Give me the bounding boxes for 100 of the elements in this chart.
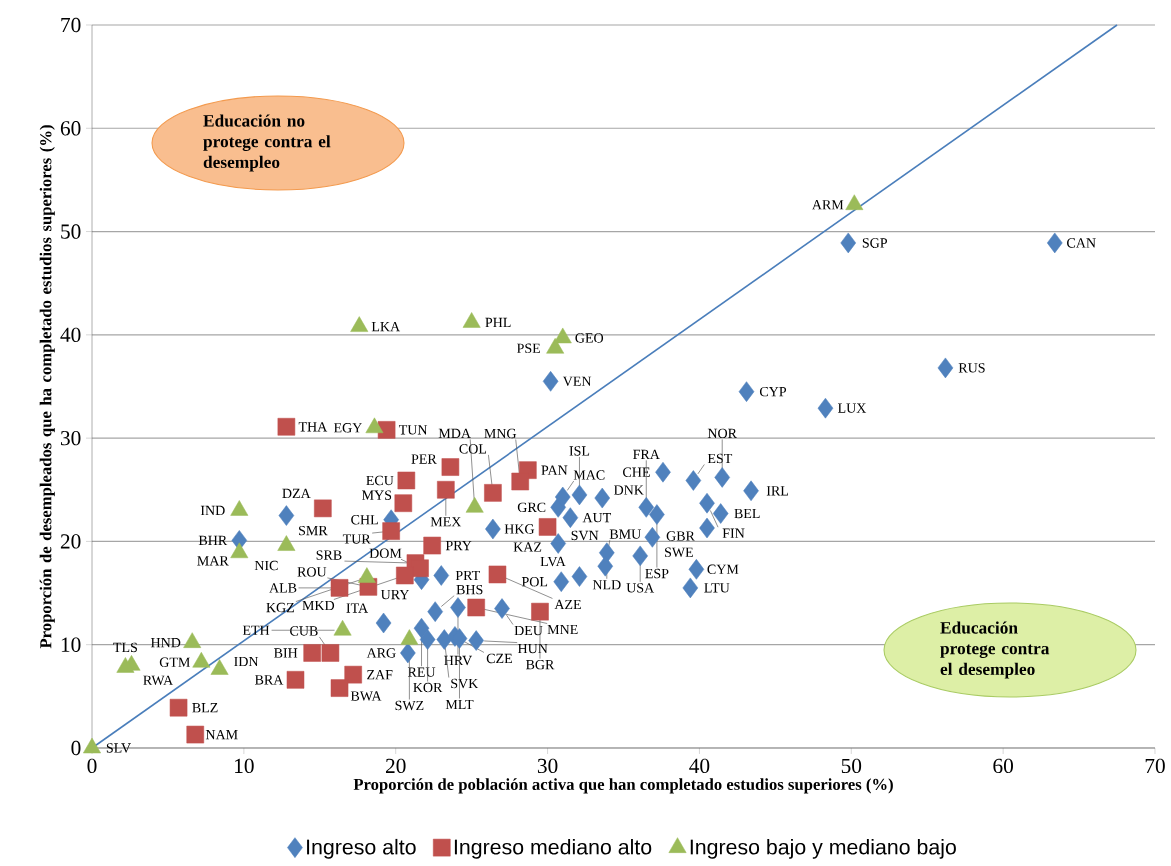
annotation: USA [626,583,655,593]
annotation: EGY [333,423,362,433]
x-axis-title: Proporción de población activa que han completado estudios superiores (%) [353,778,893,794]
annotation: CUB [290,626,318,636]
x-tick-label: 20 [385,758,406,774]
annotation: GEO [575,333,604,343]
annotation: MLT [445,699,474,710]
point [937,357,954,379]
annotation: DNK [613,485,644,495]
annotation: ECU [366,475,394,486]
annotation: BWA [350,691,382,701]
annotation: Educación protege contra el desempleo [940,621,1050,679]
annotation: CAN [1067,238,1096,248]
x-tick-label: 50 [841,758,862,774]
point [375,612,392,634]
annotation: MYS [362,490,392,500]
annotation: ESP [645,568,669,579]
point [488,565,507,584]
annotation: LVA [540,556,566,567]
annotation: PRT [455,570,480,581]
point [699,517,715,539]
annotation: MDA [438,428,471,438]
annotation: HRV [444,655,473,666]
annotation: COL [459,444,487,454]
y-tick-label: 50 [61,224,81,239]
point [632,545,648,567]
point [450,597,466,618]
point [330,579,349,597]
point [840,232,857,254]
point [433,565,450,586]
x-tick-label: 10 [235,758,254,774]
annotation: DEU [514,625,543,636]
annotation: SVK [451,678,479,689]
annotation: RWA [143,675,174,686]
annotation: KAZ [513,542,542,552]
point [400,642,416,664]
x-tick-label: 0 [87,758,97,774]
point [437,481,455,499]
annotation: HKG [504,524,535,534]
annotation: BEL [734,508,760,519]
point [494,598,510,619]
annotation: DOM [369,548,402,558]
point [817,397,834,419]
annotation: AUT [582,512,612,523]
point [594,487,611,509]
annotation: SLV [106,743,131,753]
annotation: NIC [254,560,278,571]
annotation: ARM [812,200,844,210]
point [396,566,414,585]
point [394,494,413,512]
annotation: CHL [351,515,378,525]
annotation: BLZ [192,703,218,713]
annotation: BRA [254,675,284,685]
annotation: ROU [297,567,327,577]
annotation: MEX [430,517,462,527]
annotation: PSE [516,343,541,353]
point [377,421,396,439]
point [485,518,501,540]
point [531,602,549,621]
point [682,577,699,599]
annotation: CYP [759,386,787,397]
y-tick-label: 30 [60,430,81,446]
point [738,381,755,402]
annotation: ALB [269,583,297,593]
x-tick-label: 70 [1145,758,1165,774]
annotation: IRL [766,486,788,496]
point [1047,232,1063,254]
point [467,598,485,617]
x-tick-label: 30 [537,758,558,774]
annotation: IND [200,505,225,516]
legend-label: Ingreso alto [307,838,416,859]
annotation: SVN [571,530,599,541]
annotation: GTM [159,657,190,667]
annotation: GBR [666,531,695,541]
annotation: BIH [274,648,298,658]
point [554,486,571,508]
annotation: FRA [633,449,660,459]
point [419,629,436,650]
annotation: ITA [346,603,369,613]
point [655,461,671,483]
annotation: LKA [371,321,401,332]
annotation: LTU [704,583,730,593]
point [571,484,588,506]
annotation: CHE [623,467,650,477]
point [427,601,443,622]
point [277,417,296,436]
annotation: ISL [569,446,590,456]
point [397,471,416,490]
annotation: THA [298,422,328,432]
annotation: SWE [665,547,693,558]
point [413,617,430,639]
y-tick-label: 40 [60,327,81,343]
annotation: HND [150,638,181,648]
y-tick-label: 10 [61,637,81,652]
point [423,536,441,555]
annotation: MNG [484,428,517,439]
y-tick-label: 0 [71,740,81,756]
annotation: GRC [517,502,546,513]
point [553,571,570,592]
annotation: LUX [837,403,867,413]
